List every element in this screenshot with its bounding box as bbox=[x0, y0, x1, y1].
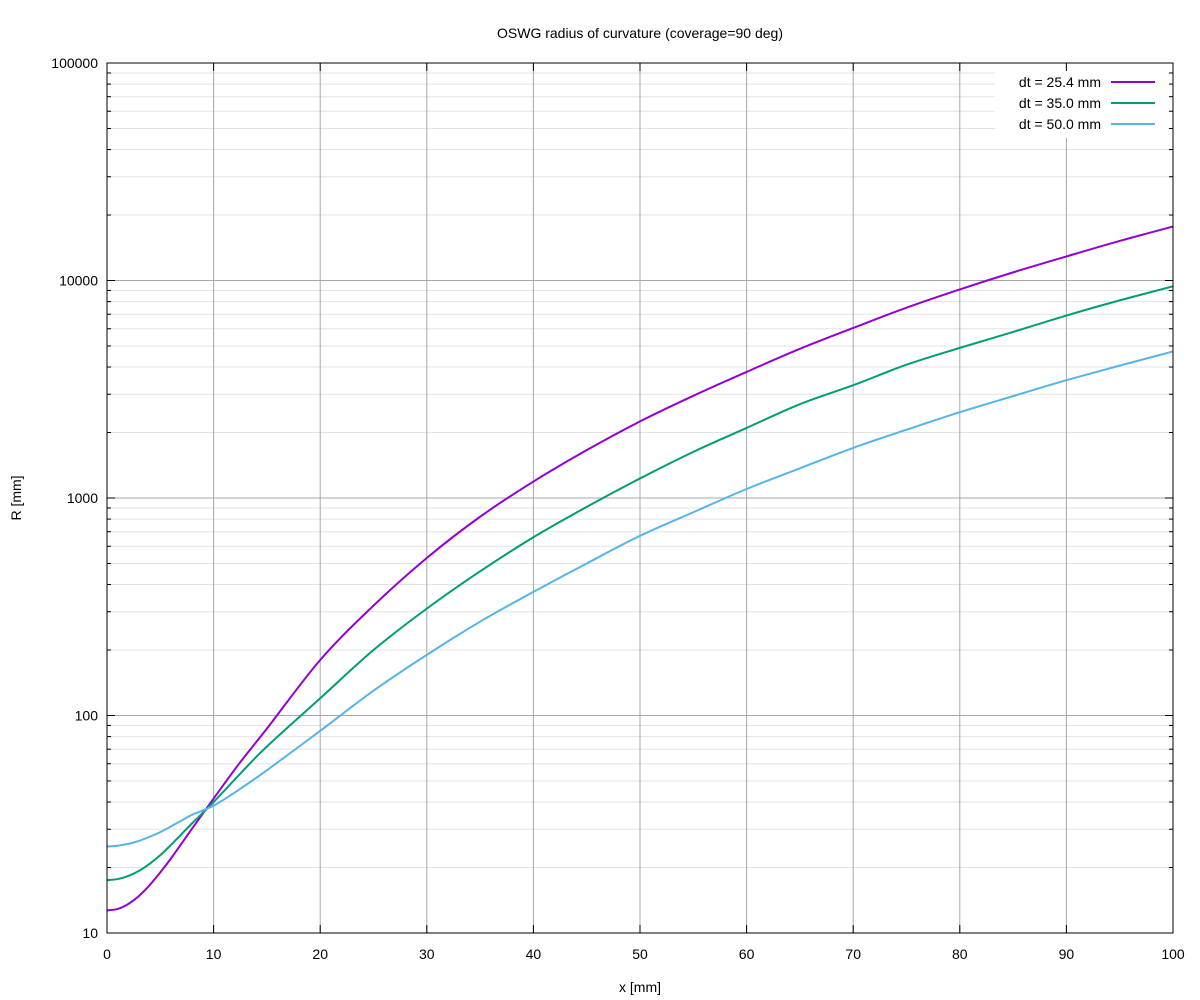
y-tick-label: 100000 bbox=[51, 55, 98, 71]
x-tick-label: 80 bbox=[952, 946, 968, 962]
series-line-2 bbox=[106, 285, 1174, 882]
x-tick-label: 40 bbox=[526, 946, 542, 962]
y-axis-label: R [mm] bbox=[8, 475, 24, 520]
legend-label-1: dt = 25.4 mm bbox=[1019, 74, 1101, 90]
x-tick-label: 30 bbox=[419, 946, 435, 962]
chart-title: OSWG radius of curvature (coverage=90 de… bbox=[497, 25, 783, 41]
x-tick-label: 20 bbox=[312, 946, 328, 962]
y-tick-label: 1000 bbox=[67, 490, 98, 506]
legend-label-3: dt = 50.0 mm bbox=[1019, 116, 1101, 132]
y-tick-label: 10000 bbox=[59, 273, 98, 289]
x-tick-label: 90 bbox=[1059, 946, 1075, 962]
series-line-3 bbox=[106, 350, 1174, 848]
series-lines bbox=[106, 225, 1174, 912]
x-axis-label: x [mm] bbox=[619, 979, 661, 995]
tick-labels: 10 100 1000 10000 100000 0 10 20 30 40 50 60 70 80 90 1… bbox=[51, 55, 1185, 962]
grid bbox=[106, 62, 1174, 934]
ticks bbox=[106, 62, 1174, 934]
y-tick-label: 10 bbox=[82, 925, 98, 941]
series-line-1 bbox=[106, 225, 1174, 912]
x-tick-label: 0 bbox=[103, 946, 111, 962]
y-tick-label: 100 bbox=[75, 708, 99, 724]
x-tick-label: 100 bbox=[1161, 946, 1185, 962]
legend-label-2: dt = 35.0 mm bbox=[1019, 95, 1101, 111]
x-tick-label: 60 bbox=[739, 946, 755, 962]
legend: dt = 25.4 mm dt = 35.0 mm dt = 50.0 mm bbox=[1019, 74, 1155, 132]
x-tick-label: 70 bbox=[845, 946, 861, 962]
x-tick-label: 50 bbox=[632, 946, 648, 962]
x-tick-label: 10 bbox=[206, 946, 222, 962]
